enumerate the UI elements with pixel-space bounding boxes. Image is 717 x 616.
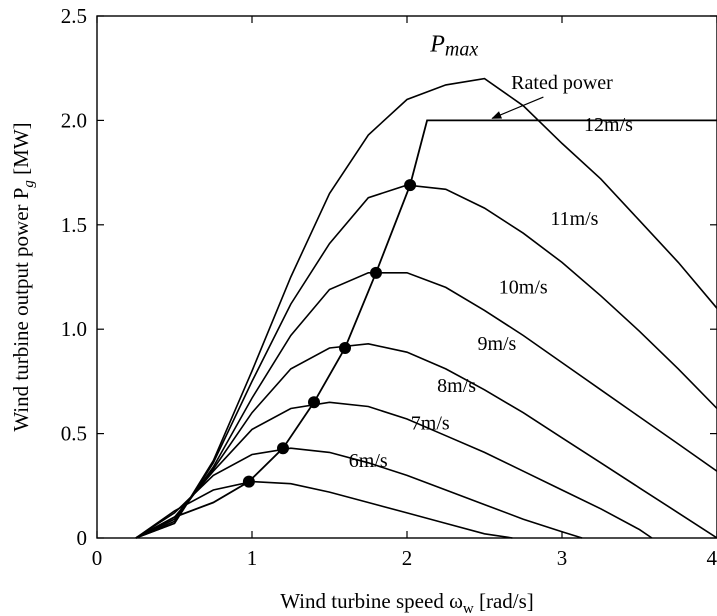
curve-11m-s — [135, 184, 717, 539]
max-power-point — [242, 475, 255, 488]
y-tick-label: 1.5 — [61, 213, 87, 237]
x-axis-label: Wind turbine speed ωw [rad/s] — [280, 589, 534, 616]
curve-labels: 6m/s 7m/s 8m/s9m/s 10m/s 11m/s 12m/s — [349, 114, 633, 472]
y-tick-label: 0.5 — [61, 422, 87, 446]
max-power-point — [339, 341, 351, 354]
mppt-curve — [135, 119, 717, 539]
curve-9m-s — [135, 342, 717, 539]
x-tick-label: 1 — [247, 546, 258, 570]
y-axis-label: Wind turbine output power Pg [MW] — [9, 122, 37, 431]
curve-10m-s — [135, 272, 717, 539]
curve-label: 6m/s — [349, 450, 388, 472]
max-power-point — [308, 396, 320, 409]
x-tick-label: 3 — [557, 546, 568, 570]
max-power-points — [242, 179, 417, 488]
max-power-point — [404, 179, 417, 192]
y-tick-label: 0 — [77, 526, 88, 550]
curve-label: 11m/s — [550, 208, 598, 230]
x-tick-label: 4 — [707, 546, 717, 570]
curve-label: 8m/s — [437, 375, 476, 397]
curve-label: 10m/s — [499, 277, 548, 299]
rated-power-arrow — [491, 96, 544, 119]
curve-label: 9m/s — [477, 333, 516, 355]
x-tick-label: 2 — [402, 546, 413, 570]
y-tick-label: 2.5 — [61, 4, 87, 28]
y-tick-label: 2.0 — [61, 108, 87, 132]
y-tick-label: 1.0 — [61, 317, 87, 341]
curve-8m-s — [135, 401, 653, 539]
x-tick-label: 0 — [92, 546, 103, 570]
curve-7m-s — [135, 447, 583, 539]
curve-6m-s — [135, 480, 513, 539]
max-power-point — [277, 442, 289, 455]
curve-label: 12m/s — [584, 114, 633, 136]
max-power-point — [370, 266, 382, 279]
y-axis-ticks: 0 0.5 1.0 1.5 2.0 2.5 — [61, 4, 717, 550]
pmax-label: Pmax — [429, 31, 478, 60]
rated-power-label: Rated power — [511, 72, 613, 94]
x-axis-ticks: 0 1 2 3 4 — [92, 16, 717, 570]
curve-label: 7m/s — [411, 412, 450, 434]
plot-frame — [96, 15, 717, 539]
curve-12m-s — [135, 77, 717, 539]
power-curves — [135, 77, 717, 539]
